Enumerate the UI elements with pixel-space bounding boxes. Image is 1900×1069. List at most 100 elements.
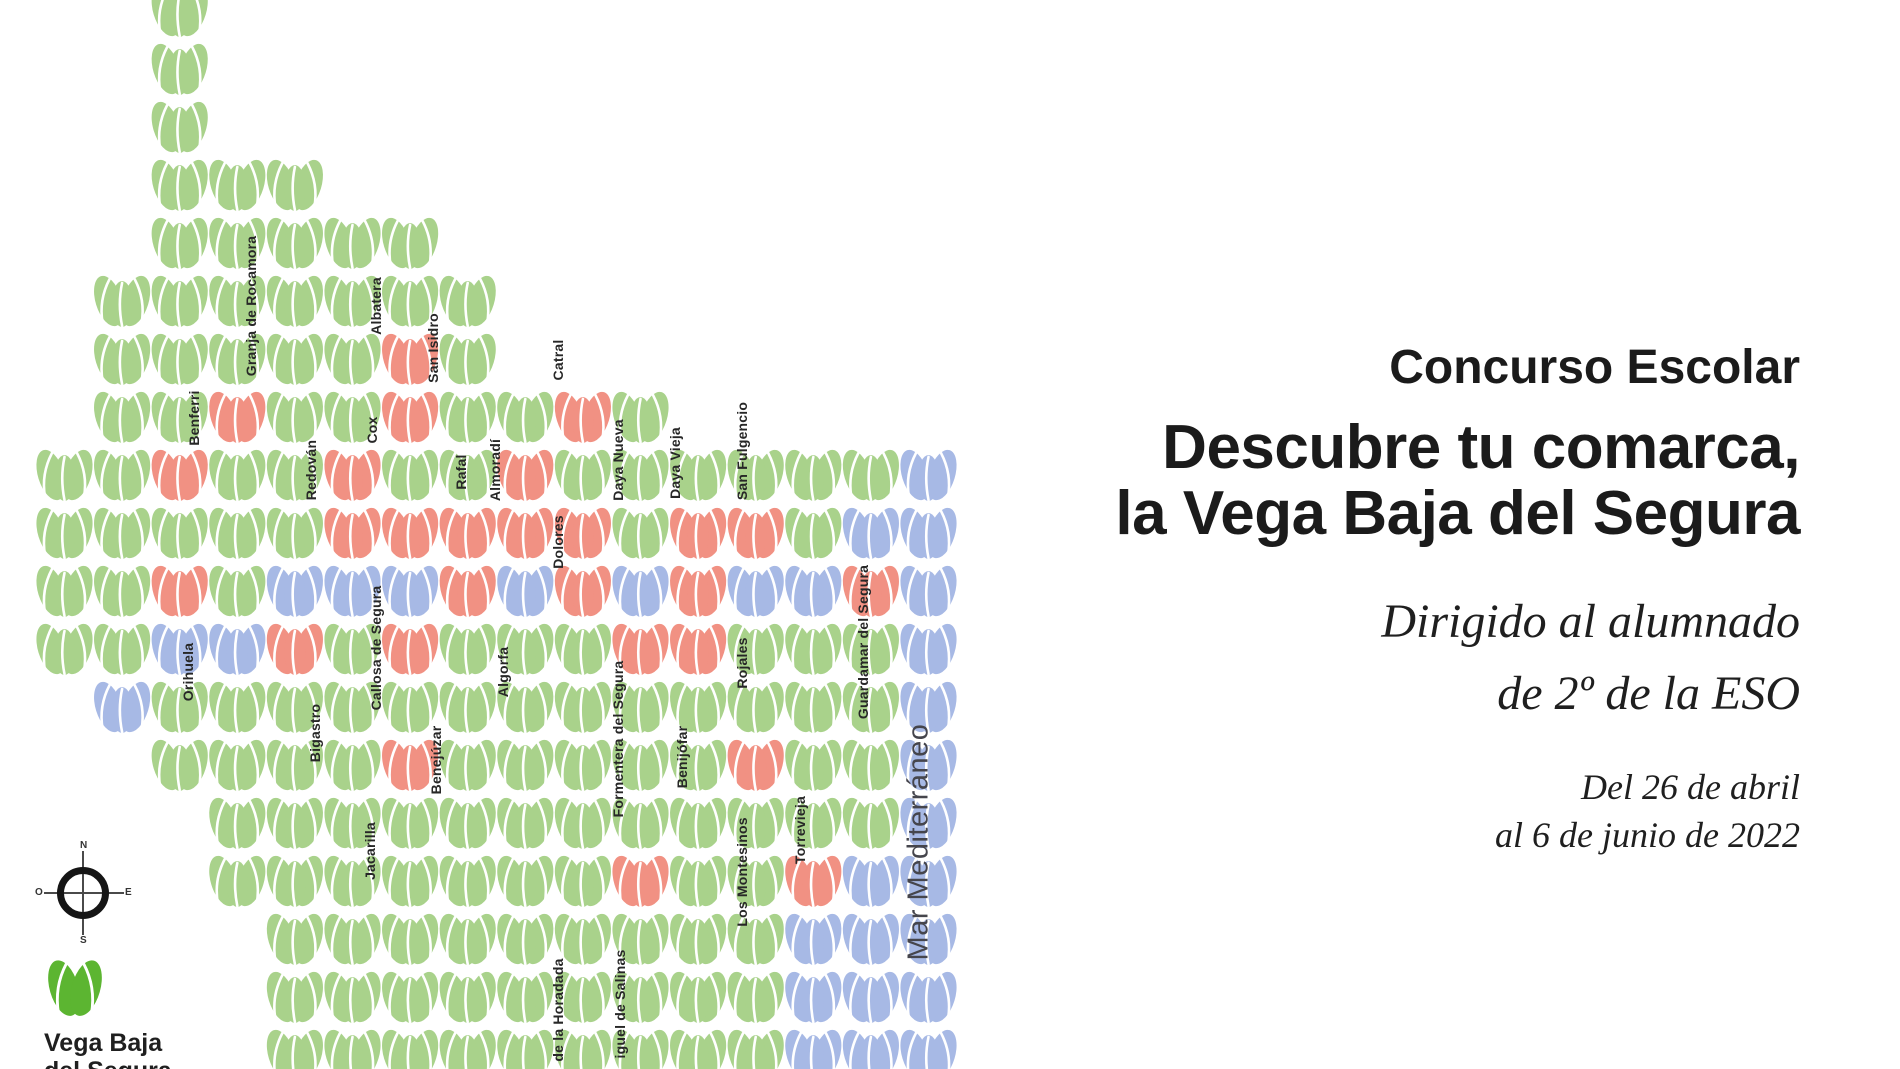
tulip-cell-green	[202, 329, 273, 389]
tulip-cell-green	[317, 213, 388, 273]
tulip-cell-green	[432, 793, 503, 853]
tulip-cell-green	[317, 967, 388, 1027]
tulip-cell-green	[720, 619, 791, 679]
title-block: Concurso Escolar Descubre tu comarca, la…	[800, 341, 1800, 859]
tulip-cell-green	[663, 851, 733, 911]
logo-text-line2: del Segura	[44, 1057, 234, 1069]
tulip-cell-green	[663, 793, 733, 853]
tulip-cell-green	[375, 967, 445, 1027]
tulip-cell-green	[260, 1025, 330, 1069]
tulip-cell-green	[605, 735, 676, 795]
tulip-cell-red	[432, 503, 503, 563]
tulip-cell-blue	[317, 561, 388, 621]
contest-title-line1: Descubre tu comarca,	[1162, 412, 1800, 482]
tulip-cell-green	[29, 619, 100, 679]
tulip-cell-blue	[490, 561, 561, 621]
tulip-cell-green	[144, 0, 215, 41]
tulip-cell-red	[663, 561, 733, 621]
tulip-cell-green	[548, 735, 618, 795]
tulip-cell-blue	[87, 677, 157, 737]
tulip-cell-green	[317, 619, 388, 679]
tulip-cell-green	[548, 619, 618, 679]
tulip-cell-green	[375, 793, 445, 853]
tulip-cell-green	[432, 967, 503, 1027]
tulip-cell-green	[663, 1025, 733, 1069]
tulip-cell-green	[29, 561, 100, 621]
tulip-cell-green	[432, 735, 503, 795]
contest-dates: Del 26 de abril al 6 de junio de 2022	[800, 764, 1800, 859]
tulip-cell-blue	[836, 967, 906, 1027]
tulip-cell-green	[144, 213, 215, 273]
tulip-cell-green	[317, 387, 388, 447]
tulip-cell-red	[548, 561, 618, 621]
tulip-cell-green	[432, 1025, 503, 1069]
tulip-cell-green	[720, 967, 791, 1027]
tulip-cell-green	[144, 329, 215, 389]
tulip-cell-green	[432, 677, 503, 737]
tulip-cell-green	[605, 677, 676, 737]
tulip-cell-red	[375, 735, 445, 795]
tulip-cell-red	[605, 851, 676, 911]
tulip-cell-green	[144, 677, 215, 737]
tulip-cell-green	[548, 677, 618, 737]
tulip-cell-red	[720, 735, 791, 795]
compass-east-label: E	[124, 887, 133, 898]
tulip-cell-red	[720, 503, 791, 563]
tulip-cell-red	[375, 619, 445, 679]
tulip-cell-green	[260, 271, 330, 331]
tulip-cell-green	[375, 677, 445, 737]
tulip-cell-green	[317, 793, 388, 853]
tulip-cell-blue	[260, 561, 330, 621]
tulip-cell-green	[260, 445, 330, 505]
tulip-cell-blue	[893, 909, 964, 969]
tulip-cell-red	[432, 561, 503, 621]
tulip-cell-red	[778, 851, 849, 911]
contest-title: Descubre tu comarca, la Vega Baja del Se…	[800, 415, 1800, 546]
tulip-cell-green	[87, 271, 157, 331]
tulip-cell-green	[87, 561, 157, 621]
tulip-cell-green	[202, 677, 273, 737]
tulip-cell-red	[317, 503, 388, 563]
compass-west-label: O	[34, 887, 44, 898]
tulip-cell-green	[720, 909, 791, 969]
tulip-cell-green	[548, 851, 618, 911]
tulip-cell-red	[663, 503, 733, 563]
tulip-cell-green	[663, 967, 733, 1027]
logo-text-line1: Vega Baja	[44, 1029, 163, 1057]
tulip-cell-green	[144, 97, 215, 157]
tulip-cell-green	[720, 793, 791, 853]
tulip-cell-green	[432, 271, 503, 331]
tulip-cell-red	[605, 619, 676, 679]
tulip-cell-green	[605, 967, 676, 1027]
tulip-cell-green	[605, 387, 676, 447]
tulip-cell-green	[260, 735, 330, 795]
tulip-cell-blue	[144, 619, 215, 679]
tulip-cell-green	[720, 851, 791, 911]
tulip-cell-green	[605, 793, 676, 853]
tulip-cell-red	[260, 619, 330, 679]
tulip-cell-green	[202, 561, 273, 621]
contest-dates-line1: Del 26 de abril	[1581, 767, 1800, 808]
tulip-cell-green	[432, 387, 503, 447]
tulip-cell-green	[144, 387, 215, 447]
tulip-cell-red	[490, 445, 561, 505]
tulip-cell-green	[87, 503, 157, 563]
tulip-cell-green	[87, 619, 157, 679]
tulip-cell-green	[260, 851, 330, 911]
tulip-cell-green	[317, 271, 388, 331]
tulip-cell-green	[317, 851, 388, 911]
tulip-cell-green	[720, 677, 791, 737]
compass-north-label: N	[79, 840, 89, 851]
tulip-cell-green	[260, 677, 330, 737]
contest-audience-line1: Dirigido al alumnado	[1381, 595, 1800, 649]
tulip-cell-red	[144, 561, 215, 621]
tulip-cell-green	[432, 909, 503, 969]
tulip-cell-green	[202, 155, 273, 215]
tulip-cell-green	[144, 39, 215, 99]
contest-dates-line2: al 6 de junio de 2022	[1495, 814, 1800, 855]
tulip-cell-red	[490, 503, 561, 563]
tulip-cell-blue	[893, 967, 964, 1027]
tulip-cell-blue	[836, 851, 906, 911]
tulip-cell-green	[144, 155, 215, 215]
